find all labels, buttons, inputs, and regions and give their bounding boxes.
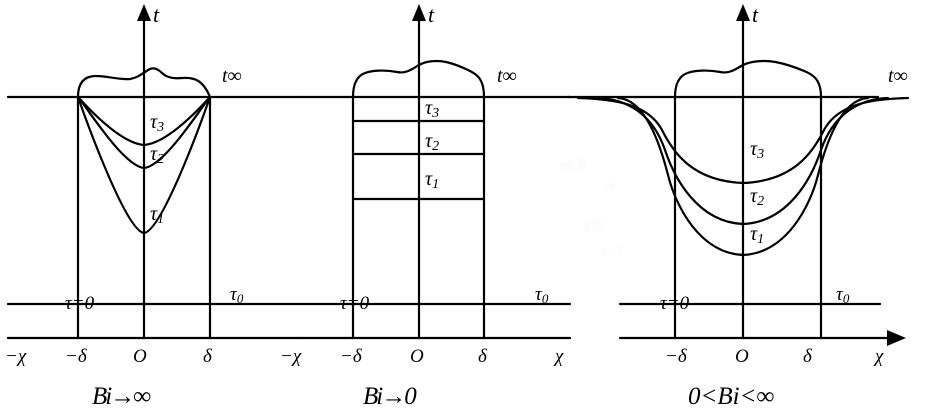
svg-text:(7): (7) <box>585 218 603 234</box>
svg-text:t: t <box>752 2 759 27</box>
svg-text:δ: δ <box>803 346 813 367</box>
svg-text:τ=0: τ=0 <box>65 293 95 314</box>
svg-text:t: t <box>153 2 160 27</box>
svg-text:−χ: −χ <box>280 346 302 367</box>
svg-text:−δ: −δ <box>65 346 88 367</box>
svg-text:t: t <box>428 2 435 27</box>
svg-text:t∞: t∞ <box>497 65 517 87</box>
svg-text:0<Bi<∞: 0<Bi<∞ <box>688 383 774 410</box>
svg-text:χ: χ <box>873 346 884 367</box>
svg-text:−χ: −χ <box>5 346 27 367</box>
svg-text:χ: χ <box>553 346 564 367</box>
svg-text:−δ: −δ <box>665 346 688 367</box>
svg-text:O: O <box>410 346 424 367</box>
svg-text:m k: m k <box>560 154 586 174</box>
svg-text:O: O <box>133 346 147 367</box>
svg-text:δ: δ <box>203 346 213 367</box>
svg-text:Bi→0: Bi→0 <box>363 383 417 410</box>
svg-text:τ=0: τ=0 <box>340 293 370 314</box>
svg-text:δ: δ <box>478 346 488 367</box>
svg-text:A: A <box>604 177 615 194</box>
svg-text:−δ: −δ <box>340 346 363 367</box>
svg-text:τ=0: τ=0 <box>660 293 690 314</box>
svg-text:Bi→∞: Bi→∞ <box>92 383 151 410</box>
svg-text:O: O <box>735 346 749 367</box>
svg-text:t∞: t∞ <box>888 65 908 87</box>
svg-text:x−1: x−1 <box>599 244 623 259</box>
svg-text:t∞: t∞ <box>222 65 242 87</box>
